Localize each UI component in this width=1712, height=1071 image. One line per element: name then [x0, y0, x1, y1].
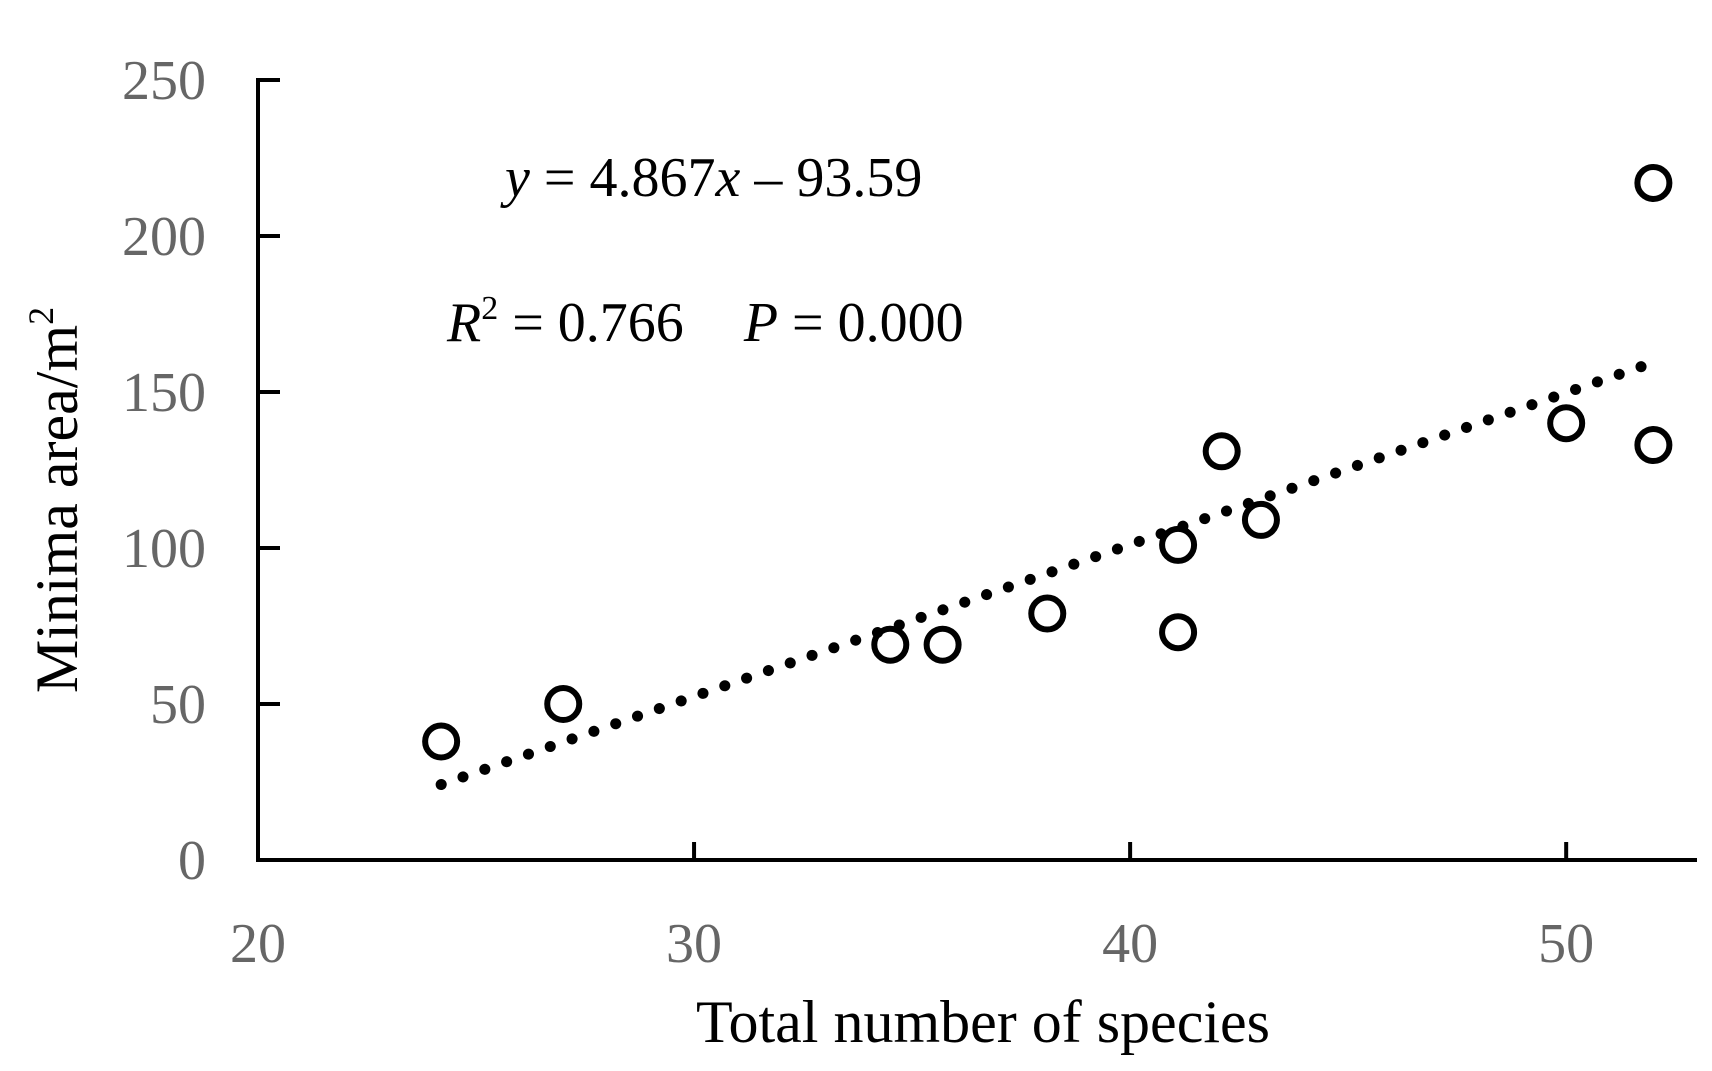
data-point	[1634, 163, 1673, 202]
equation-intercept: – 93.59	[740, 147, 922, 209]
data-point	[1634, 426, 1673, 465]
data-points	[422, 163, 1673, 761]
equation-annotation: y = 4.867x – 93.59	[500, 147, 922, 209]
x-tick-label: 50	[1538, 913, 1594, 975]
y-tick-label: 50	[150, 674, 206, 736]
x-tick-label: 40	[1102, 913, 1158, 975]
data-point	[871, 625, 910, 664]
data-point	[923, 625, 962, 664]
data-point	[1159, 613, 1198, 652]
r-squared-sup: 2	[481, 290, 498, 327]
y-tick-label: 0	[178, 830, 206, 892]
data-point	[1159, 525, 1198, 564]
data-point	[1028, 594, 1067, 633]
trendline	[435, 356, 1659, 791]
y-tick-label: 150	[122, 362, 206, 424]
p-value: = 0.000	[778, 292, 964, 354]
equation-slope: = 4.867	[530, 147, 716, 209]
x-axis-ticks: 20 30 40 50	[230, 842, 1594, 975]
y-tick-label: 200	[122, 206, 206, 268]
stats-annotation: R2 = 0.766 P = 0.000	[446, 290, 964, 354]
data-point	[1202, 432, 1241, 471]
equation-y-var: y	[500, 147, 530, 209]
x-tick-label: 20	[230, 913, 286, 975]
x-tick-label: 30	[666, 913, 722, 975]
data-point	[422, 722, 461, 761]
y-tick-label: 100	[122, 518, 206, 580]
x-axis-label: Total number of species	[696, 989, 1270, 1055]
y-axis-label-text: Minima area/m	[24, 325, 90, 693]
data-point	[1241, 500, 1280, 539]
y-axis-label-sup: 2	[21, 307, 61, 325]
r-squared-value: = 0.766	[498, 292, 684, 354]
r-squared-var: R	[446, 292, 481, 354]
equation-x-var: x	[714, 147, 740, 209]
p-var: P	[743, 292, 778, 354]
y-axis-ticks: 0 50 100 150 200 250	[122, 50, 280, 892]
data-point	[1547, 404, 1586, 443]
y-tick-label: 250	[122, 50, 206, 112]
data-point	[544, 685, 583, 723]
y-axis-label: Minima area/m2	[21, 307, 90, 693]
